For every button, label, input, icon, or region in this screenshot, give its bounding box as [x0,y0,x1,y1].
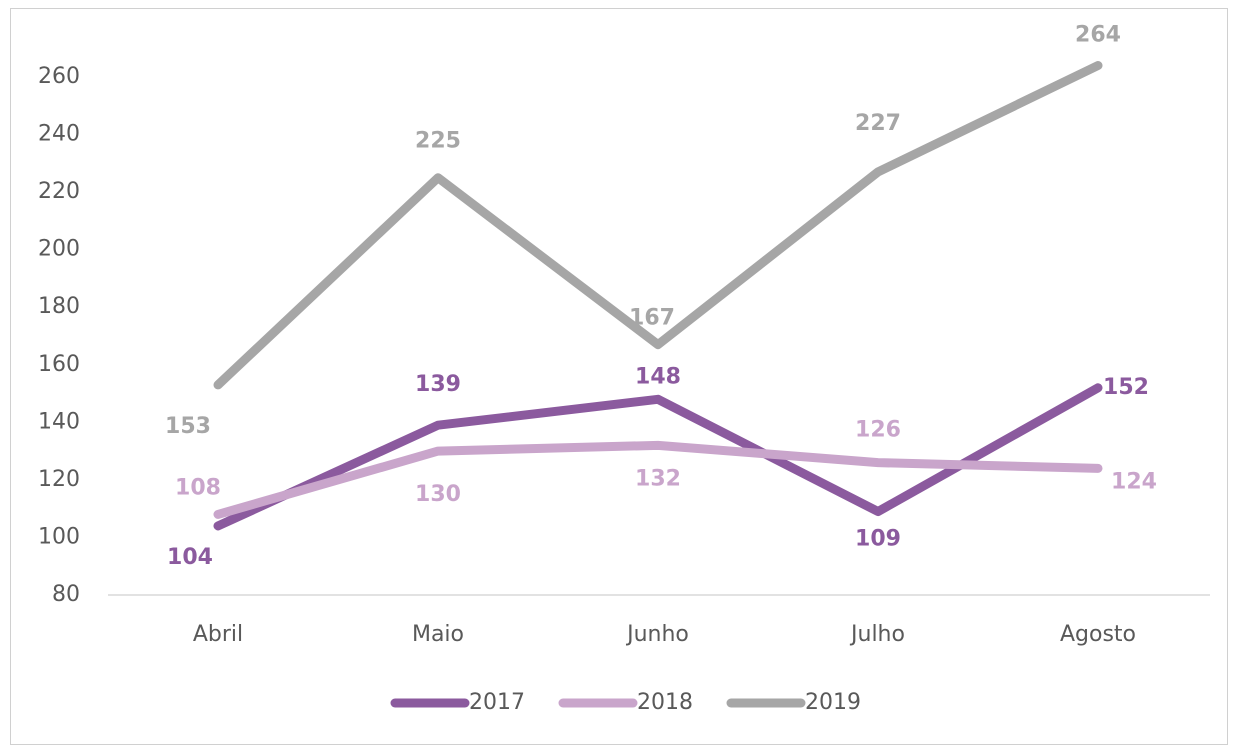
x-tick-label: Abril [193,622,243,647]
chart-frame [10,8,1228,745]
y-tick-label: 140 [38,409,80,434]
data-label: 167 [629,306,675,331]
x-tick-label: Julho [849,622,905,647]
y-tick-label: 200 [38,237,80,262]
data-label: 139 [415,372,461,397]
y-tick-label: 220 [38,179,80,204]
legend-label: 2019 [805,690,861,715]
x-tick-label: Maio [412,622,464,647]
data-label: 124 [1111,469,1157,494]
data-label: 225 [415,129,461,154]
y-tick-label: 240 [38,122,80,147]
data-label: 104 [167,545,213,570]
y-tick-label: 100 [38,524,80,549]
y-tick-label: 180 [38,294,80,319]
y-tick-label: 120 [38,467,80,492]
y-tick-label: 160 [38,352,80,377]
data-label: 130 [415,482,461,507]
data-label: 132 [635,466,681,491]
data-label: 148 [635,364,681,389]
data-label: 264 [1075,22,1121,47]
y-tick-label: 80 [52,582,80,607]
data-label: 108 [175,475,221,500]
legend-label: 2017 [469,690,525,715]
legend-label: 2018 [637,690,693,715]
y-tick-label: 260 [38,64,80,89]
data-label: 227 [855,111,901,136]
x-tick-label: Junho [625,622,689,647]
series-line [213,383,1103,531]
data-label: 109 [855,527,901,552]
series-line [213,440,1103,519]
data-label: 152 [1103,375,1149,400]
x-tick-label: Agosto [1060,622,1136,647]
data-label: 126 [855,418,901,443]
series-line [213,60,1103,390]
data-label: 153 [165,414,211,439]
